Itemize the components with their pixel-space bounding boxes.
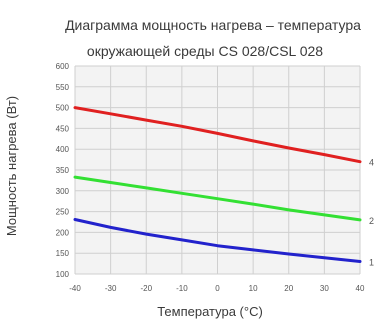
x-tick-label: -10 bbox=[176, 284, 188, 293]
y-tick-label: 250 bbox=[56, 208, 70, 217]
series-label-2: 2 bbox=[369, 216, 374, 226]
y-tick-label: 100 bbox=[56, 270, 70, 279]
x-tick-label: 30 bbox=[320, 284, 329, 293]
y-axis-label: Мощность нагрева (Вт) bbox=[4, 96, 19, 236]
x-axis-label: Температура (°С) bbox=[157, 304, 263, 319]
x-tick-label: 20 bbox=[284, 284, 293, 293]
y-tick-label: 400 bbox=[56, 145, 70, 154]
x-tick-label: -30 bbox=[105, 284, 117, 293]
series-label-1: 4 bbox=[369, 158, 374, 168]
chart-title-line-2: окружающей среды CS 028/CSL 028 bbox=[87, 43, 323, 59]
x-tick-label: -20 bbox=[140, 284, 152, 293]
y-tick-label: 450 bbox=[56, 124, 70, 133]
y-tick-label: 550 bbox=[56, 83, 70, 92]
y-tick-label: 300 bbox=[56, 187, 70, 196]
y-tick-label: 350 bbox=[56, 166, 70, 175]
x-tick-labels: -40 -30 -20 -10 0 10 20 30 40 bbox=[69, 284, 365, 293]
series-lines bbox=[73, 106, 362, 263]
x-tick-label: 40 bbox=[356, 284, 365, 293]
series-line-2 bbox=[73, 175, 362, 222]
chart-title-line-1: Диаграмма мощность нагрева – температура bbox=[65, 17, 361, 33]
grid bbox=[74, 65, 361, 275]
y-tick-label: 200 bbox=[56, 228, 70, 237]
y-tick-labels: 100 150 200 250 300 350 400 450 500 550 600 bbox=[56, 62, 70, 279]
x-tick-label: 10 bbox=[249, 284, 258, 293]
series-line-3 bbox=[73, 218, 362, 263]
series-line-1 bbox=[73, 106, 362, 164]
y-tick-label: 150 bbox=[56, 249, 70, 258]
series-label-3: 1 bbox=[369, 258, 374, 268]
x-tick-label: -40 bbox=[69, 284, 81, 293]
y-tick-label: 600 bbox=[56, 62, 70, 71]
series-labels: 4 2 1 bbox=[369, 158, 374, 268]
x-tick-label: 0 bbox=[215, 284, 220, 293]
y-tick-label: 500 bbox=[56, 104, 70, 113]
